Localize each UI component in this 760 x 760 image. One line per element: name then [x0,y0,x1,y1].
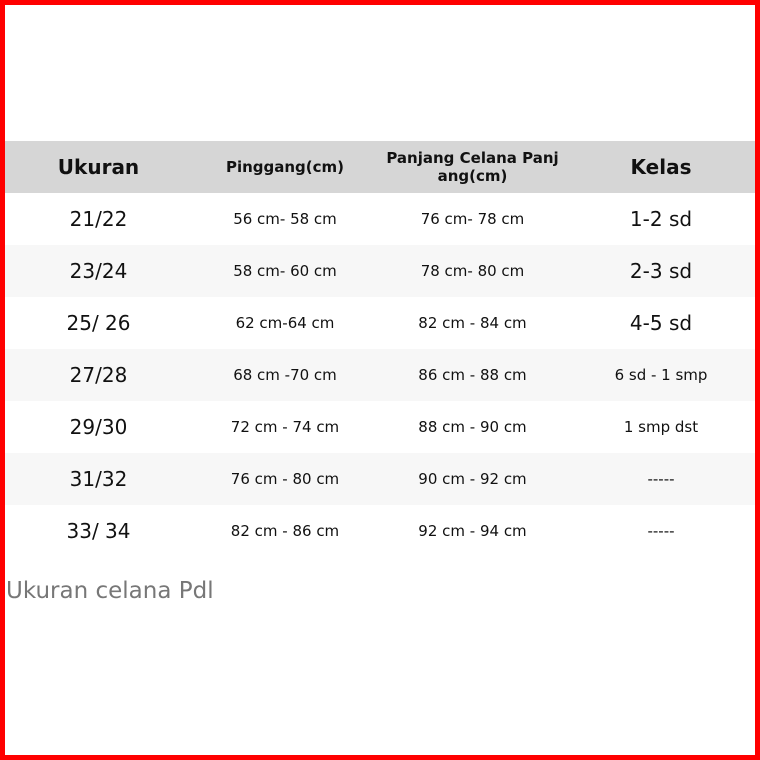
table-row: 33/ 34 82 cm - 86 cm 92 cm - 94 cm ----- [5,505,755,557]
size-chart-table: Ukuran Pinggang(cm) Panjang Celana Panj … [5,141,755,557]
cell-ukuran: 23/24 [69,259,128,283]
header-pinggang: Pinggang(cm) [225,158,345,176]
cell-ukuran: 29/30 [69,415,128,439]
cell-kelas: ----- [647,470,675,488]
cell-panjang-celana: 92 cm - 94 cm [418,522,527,540]
cell-panjang-celana: 78 cm- 80 cm [420,262,525,280]
cell-panjang-celana: 82 cm - 84 cm [418,314,527,332]
table-row: 27/28 68 cm -70 cm 86 cm - 88 cm 6 sd - 1 s… [5,349,755,401]
cell-ukuran: 25/ 26 [66,311,131,335]
cell-panjang-celana: 88 cm - 90 cm [418,418,527,436]
cell-ukuran: 21/22 [69,207,128,231]
cell-panjang-celana: 90 cm - 92 cm [418,470,527,488]
header-ukuran: Ukuran [57,155,140,179]
header-panjang-celana: Panjang Celana Panj ang(cm) [386,149,559,185]
cell-pinggang: 82 cm - 86 cm [230,522,340,540]
table-row: 29/30 72 cm - 74 cm 88 cm - 90 cm 1 smp dst [5,401,755,453]
cell-ukuran: 27/28 [69,363,128,387]
cell-kelas: 1 smp dst [623,418,699,436]
table-header-row: Ukuran Pinggang(cm) Panjang Celana Panj … [5,141,755,193]
cell-kelas: 2-3 sd [629,259,693,283]
cell-panjang-celana: 86 cm - 88 cm [418,366,527,384]
cell-pinggang: 68 cm -70 cm [233,366,337,384]
cell-pinggang: 58 cm- 60 cm [233,262,337,280]
cell-ukuran: 31/32 [69,467,128,491]
cell-pinggang: 62 cm-64 cm [235,314,335,332]
header-kelas: Kelas [630,155,692,179]
cell-kelas: 6 sd - 1 smp [614,366,708,384]
cell-pinggang: 76 cm - 80 cm [230,470,340,488]
cell-ukuran: 33/ 34 [66,519,131,543]
cell-kelas: 1-2 sd [629,207,693,231]
table-row: 31/32 76 cm - 80 cm 90 cm - 92 cm ----- [5,453,755,505]
table-row: 21/22 56 cm- 58 cm 76 cm- 78 cm 1-2 sd [5,193,755,245]
cell-panjang-celana: 76 cm- 78 cm [420,210,525,228]
table-row: 23/24 58 cm- 60 cm 78 cm- 80 cm 2-3 sd [5,245,755,297]
cell-kelas: ----- [647,522,675,540]
table-row: 25/ 26 62 cm-64 cm 82 cm - 84 cm 4-5 sd [5,297,755,349]
cell-pinggang: 56 cm- 58 cm [233,210,337,228]
caption: Ukuran celana Pdl [6,578,214,604]
cell-kelas: 4-5 sd [629,311,693,335]
cell-pinggang: 72 cm - 74 cm [230,418,340,436]
